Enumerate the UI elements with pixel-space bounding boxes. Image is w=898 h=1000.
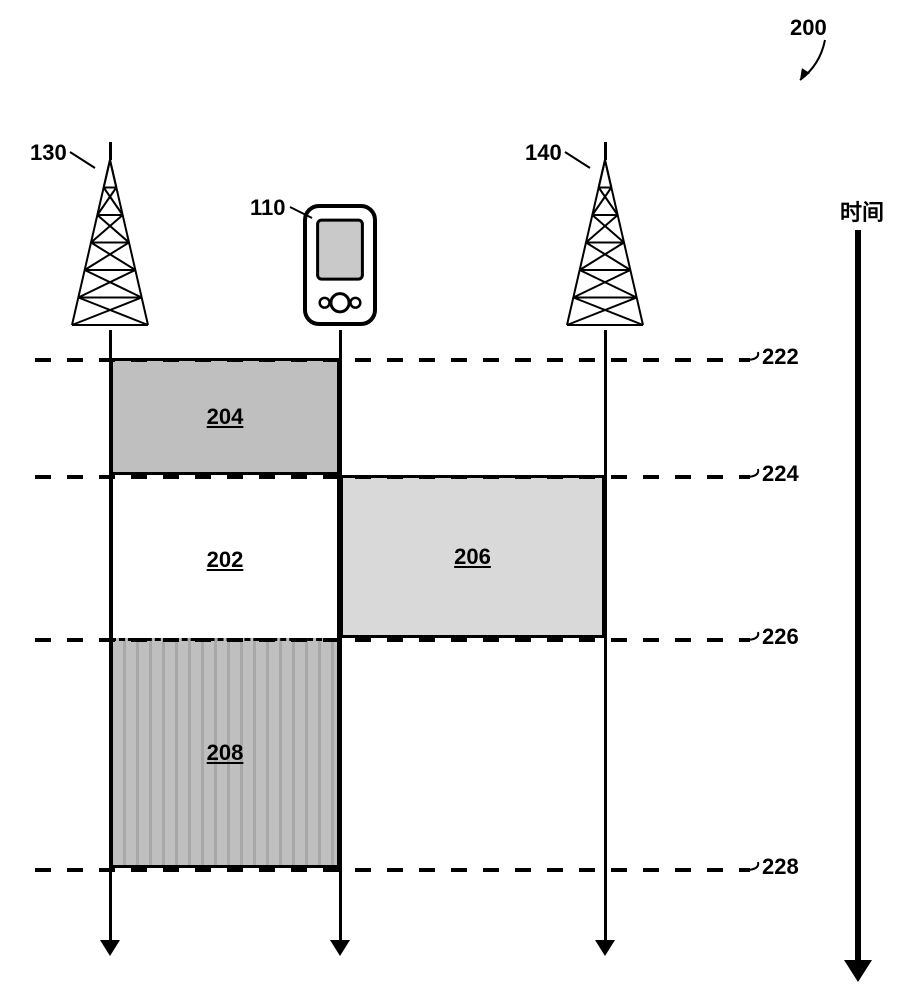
time-marker-ref: 224 xyxy=(762,461,799,487)
time-marker-line xyxy=(35,868,750,872)
leader-line xyxy=(545,132,610,188)
time-marker-ref: 226 xyxy=(762,624,799,650)
lifeline-arrow xyxy=(100,940,120,956)
time-axis-line xyxy=(855,230,861,960)
block-label: 202 xyxy=(207,547,244,573)
block-label: 208 xyxy=(207,740,244,766)
time-marker-ref: 222 xyxy=(762,344,799,370)
lifeline-arrow xyxy=(595,940,615,956)
lifeline-arrow xyxy=(330,940,350,956)
time-axis-label: 时间 xyxy=(840,195,884,227)
time-marker-ref: 228 xyxy=(762,854,799,880)
leader-line xyxy=(50,132,115,188)
time-axis-arrow xyxy=(844,960,872,982)
time-marker-line xyxy=(35,475,750,479)
block-label: 204 xyxy=(207,404,244,430)
time-marker-line xyxy=(35,358,750,362)
block-label: 206 xyxy=(454,544,491,570)
diagram-canvas: 200时间 130 xyxy=(0,0,898,1000)
time-marker-line xyxy=(35,638,750,642)
leader-line xyxy=(270,187,332,238)
leader-line xyxy=(780,20,845,100)
